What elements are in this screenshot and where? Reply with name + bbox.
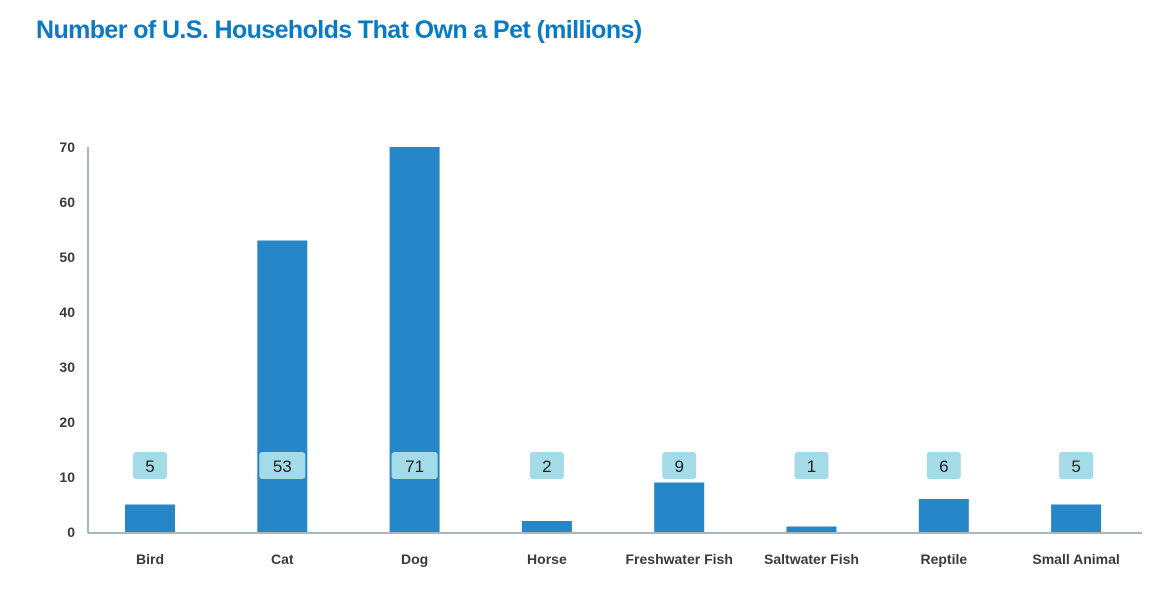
data-label-box — [391, 452, 438, 479]
data-label: 53 — [259, 452, 306, 479]
data-label-text: 1 — [807, 457, 816, 476]
x-category-label: Small Animal — [1032, 551, 1119, 567]
data-label: 2 — [529, 452, 564, 479]
data-label: 5 — [133, 452, 167, 479]
data-label-box — [133, 452, 167, 479]
data-label: 1 — [794, 452, 829, 479]
y-tick-label: 0 — [67, 524, 75, 540]
bar — [1051, 504, 1102, 532]
data-label-text: 6 — [939, 457, 948, 476]
y-tick-label: 30 — [59, 359, 75, 375]
bar — [257, 240, 308, 532]
data-label-text: 71 — [405, 457, 424, 476]
x-category-label: Reptile — [920, 551, 967, 567]
y-axis-ticks: 0 10 20 30 40 50 60 70 — [59, 139, 75, 540]
x-category-label: Cat — [271, 551, 294, 567]
bar — [125, 504, 175, 532]
data-labels: 5 53 71 2 9 1 6 5 — [133, 452, 1094, 479]
data-label-box — [662, 452, 697, 479]
x-category-label: Freshwater Fish — [626, 551, 733, 567]
y-tick-label: 60 — [59, 194, 75, 210]
chart-title: Number of U.S. Households That Own a Pet… — [36, 16, 642, 44]
data-label-text: 2 — [542, 457, 551, 476]
data-label-box — [794, 452, 829, 479]
bar — [786, 526, 837, 532]
x-category-label: Horse — [527, 551, 567, 567]
data-label-box — [926, 452, 961, 479]
data-label: 5 — [1059, 452, 1094, 479]
data-label-box — [259, 452, 306, 479]
data-label-text: 9 — [674, 457, 683, 476]
bar — [521, 521, 572, 532]
y-tick-label: 20 — [59, 414, 75, 430]
data-label: 9 — [662, 452, 697, 479]
data-label: 71 — [391, 452, 438, 479]
x-category-label: Bird — [136, 551, 164, 567]
x-category-label: Dog — [401, 551, 428, 567]
x-category-label: Saltwater Fish — [764, 551, 859, 567]
data-label-text: 5 — [1071, 457, 1080, 476]
y-tick-label: 70 — [59, 139, 75, 155]
bar — [918, 499, 969, 532]
data-label-box — [1059, 452, 1094, 479]
y-tick-label: 40 — [59, 304, 75, 320]
data-label-box — [529, 452, 564, 479]
data-label-text: 53 — [273, 457, 292, 476]
data-label: 6 — [926, 452, 961, 479]
y-tick-label: 10 — [59, 469, 75, 485]
y-tick-label: 50 — [59, 249, 75, 265]
bar — [654, 482, 705, 532]
data-label-text: 5 — [145, 457, 154, 476]
x-axis-categories: Bird Cat Dog Horse Freshwater Fish Saltwater … — [136, 551, 1120, 567]
